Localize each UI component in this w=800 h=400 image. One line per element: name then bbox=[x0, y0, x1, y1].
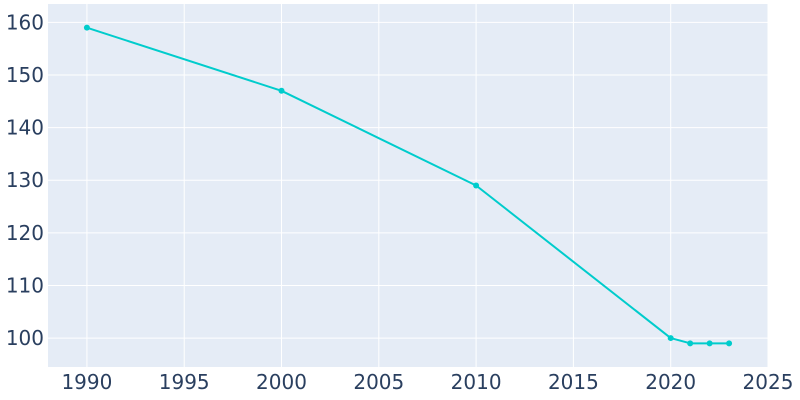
y-tick-label: 120 bbox=[6, 221, 44, 245]
x-tick-label: 1995 bbox=[159, 370, 210, 394]
x-tick-label: 2025 bbox=[743, 370, 794, 394]
y-tick-label: 140 bbox=[6, 116, 44, 140]
series-layer bbox=[83, 24, 733, 347]
data-point bbox=[667, 335, 674, 342]
data-point bbox=[687, 340, 694, 347]
x-tick-label: 2010 bbox=[451, 370, 502, 394]
data-point bbox=[706, 340, 713, 347]
y-axis-tick-labels: 100 110 120 130 140 150 160 bbox=[6, 10, 44, 350]
x-tick-label: 1990 bbox=[61, 370, 112, 394]
x-axis-tick-labels: 1990 1995 2000 2005 2010 2015 2020 2025 bbox=[61, 370, 793, 394]
y-tick-label: 130 bbox=[6, 168, 44, 192]
y-tick-label: 160 bbox=[6, 10, 44, 34]
y-tick-label: 110 bbox=[6, 273, 44, 297]
plot-area bbox=[48, 4, 768, 367]
y-gridlines bbox=[48, 21, 768, 339]
data-point bbox=[726, 340, 733, 347]
x-tick-label: 2000 bbox=[256, 370, 307, 394]
data-point bbox=[473, 182, 480, 189]
y-tick-label: 100 bbox=[6, 326, 44, 350]
x-tick-label: 2005 bbox=[353, 370, 404, 394]
data-point bbox=[83, 24, 90, 31]
x-tick-label: 2015 bbox=[548, 370, 599, 394]
y-tick-label: 150 bbox=[6, 63, 44, 87]
data-point bbox=[278, 87, 285, 94]
x-tick-label: 2020 bbox=[645, 370, 696, 394]
